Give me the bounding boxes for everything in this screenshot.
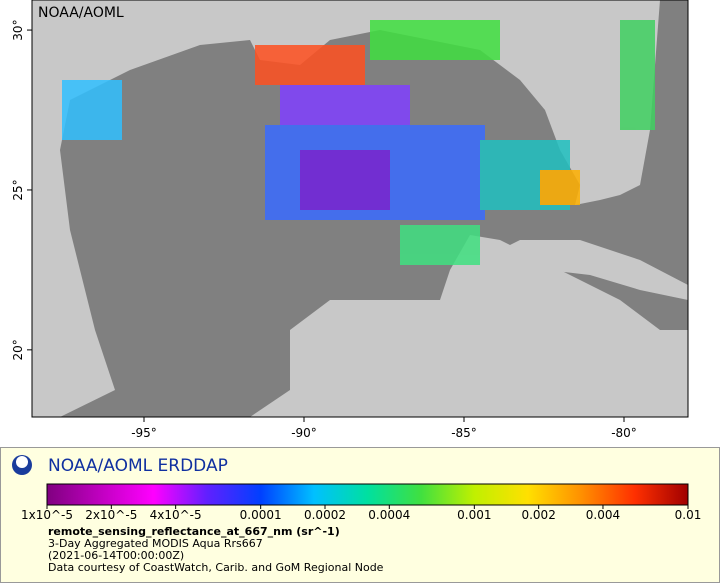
legend-title: NOAA/AOML ERDDAP [48,456,228,476]
variable-name: remote_sensing_reflectance_at_667_nm (sr… [48,525,340,538]
lon-label: -90° [291,426,317,440]
colorbar-label: 0.0001 [240,508,282,522]
colorbar-label: 4x10^-5 [150,508,202,522]
lon-label: -95° [131,426,157,440]
colorbar-label: 0.004 [586,508,620,522]
colorbar-label: 0.002 [521,508,555,522]
colorbar-label: 0.0004 [368,508,410,522]
lon-label: -80° [611,426,637,440]
caption-line: (2021-06-14T00:00:00Z) [48,549,184,562]
lat-label: 25° [11,179,25,200]
colorbar-label: 0.0002 [304,508,346,522]
source-label: NOAA/AOML [38,5,124,21]
map-frame [31,0,689,418]
map [32,0,688,417]
colorbar-label: 0.001 [457,508,491,522]
lon-label: -85° [451,426,477,440]
colorbar [46,483,689,506]
caption-line: Data courtesy of CoastWatch, Carib. and … [48,561,384,574]
colorbar-label: 2x10^-5 [85,508,137,522]
data-swaths [62,20,655,265]
colorbar-label: 1x10^-5 [21,508,73,522]
colorbar-label: 0.01 [675,508,702,522]
lat-label: 20° [11,339,25,360]
noaa-logo-inner [16,456,28,468]
cuba [470,240,688,300]
lat-label: 30° [11,19,25,40]
caption-line: 3-Day Aggregated MODIS Aqua Rrs667 [48,537,263,550]
